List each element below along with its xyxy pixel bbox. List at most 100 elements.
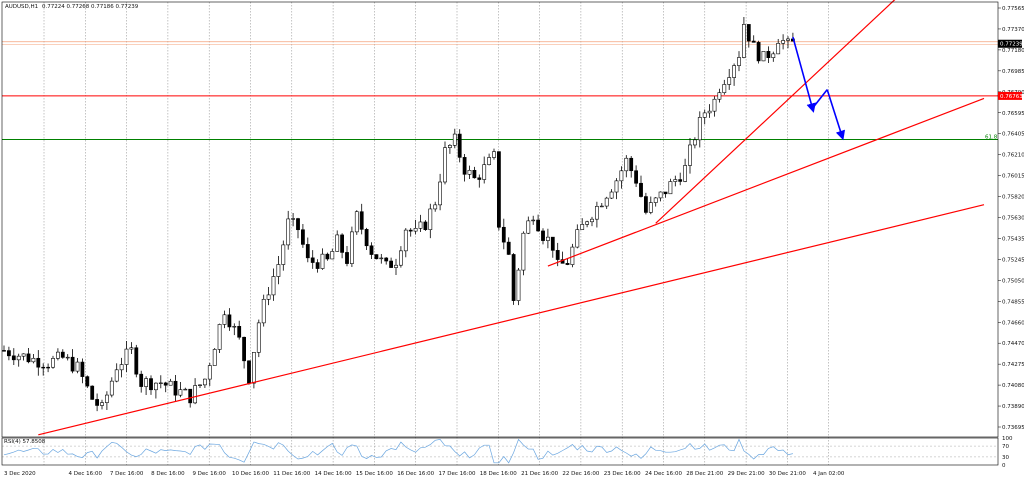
forecast-arrows[interactable]: [792, 36, 846, 141]
candle-up: [232, 326, 237, 328]
candle-down: [384, 257, 389, 262]
candle-up: [379, 257, 384, 260]
rsi-title: RSI(4) 57.8508: [4, 439, 46, 445]
candle-up: [580, 224, 585, 230]
y-tick-label: 0.77370: [1002, 27, 1024, 33]
candle-down: [555, 250, 560, 260]
candle-up: [712, 98, 717, 112]
price-tags: 0.77239 0.76763: [998, 39, 1023, 100]
y-tick-label: 0.75820: [1002, 195, 1024, 201]
candle-up: [105, 394, 109, 403]
candle-up: [222, 314, 227, 325]
candle-up: [732, 65, 737, 78]
candle-up: [203, 378, 207, 386]
rsi-panel: 100 70 30 0: [2, 436, 1013, 469]
x-tick-label: 16 Dec 16:00: [397, 471, 434, 477]
y-tick-label: 0.74275: [1002, 362, 1024, 368]
candle-up: [594, 206, 599, 220]
candle-up: [413, 228, 418, 232]
candle-down: [746, 24, 751, 42]
candle-up: [158, 382, 163, 384]
x-tick-label: 29 Dec 21:00: [728, 471, 765, 477]
candle-down: [359, 211, 364, 230]
candle-up: [31, 357, 36, 363]
candle-down: [369, 245, 374, 255]
candle-up: [722, 84, 727, 93]
candle-up: [653, 197, 658, 203]
y-tick-label: 0.77565: [1002, 6, 1024, 12]
candle-down: [163, 382, 168, 386]
candle-down: [41, 366, 46, 369]
candle-up: [648, 202, 653, 213]
candle-up: [168, 380, 173, 386]
candle-up: [114, 369, 119, 382]
x-tick-label: 28 Dec 21:00: [686, 471, 723, 477]
rsi-level-label: 70: [1002, 444, 1009, 450]
candle-up: [271, 276, 276, 296]
candle-down: [462, 157, 467, 175]
candle-down: [506, 241, 511, 255]
x-tick-label: 21 Dec 16:00: [521, 471, 558, 477]
candle-down: [678, 179, 683, 182]
candle-down: [345, 252, 349, 264]
candle-up: [433, 204, 438, 210]
candle-up: [658, 191, 663, 199]
candle-down: [565, 263, 570, 265]
candle-up: [154, 382, 158, 391]
rsi-level-label: 0: [1002, 463, 1006, 469]
candle-up: [256, 322, 261, 353]
candle-up: [354, 211, 359, 233]
candle-down: [7, 350, 11, 357]
candlestick-series: [2, 17, 795, 412]
candle-down: [70, 356, 75, 372]
rsi-level-label: 30: [1002, 455, 1009, 461]
candle-up: [178, 389, 183, 396]
candle-down: [634, 170, 639, 184]
candle-up: [614, 180, 619, 193]
forecast-arrow: [811, 89, 828, 109]
candle-up: [531, 219, 536, 222]
candle-down: [310, 257, 315, 263]
candle-up: [261, 298, 266, 324]
candle-up: [109, 380, 114, 396]
x-tick-label: 24 Dec 16:00: [645, 471, 682, 477]
candle-up: [545, 236, 550, 241]
candle-down: [751, 40, 756, 43]
candle-down: [340, 234, 345, 253]
x-tick-label: 4 Jan 02:00: [813, 471, 845, 477]
candle-up: [198, 384, 202, 386]
candle-up: [16, 355, 21, 361]
candle-down: [26, 353, 31, 363]
candle-up: [119, 364, 124, 371]
candle-down: [364, 229, 369, 247]
x-tick-label: 30 Dec 21:00: [769, 471, 806, 477]
x-tick-label: 3 Dec 2020: [4, 471, 36, 477]
x-tick-label: 23 Dec 16:00: [604, 471, 641, 477]
candle-up: [217, 324, 222, 350]
candle-up: [75, 361, 80, 372]
candle-up: [707, 110, 712, 114]
candle-up: [609, 191, 614, 199]
trendline: [547, 97, 985, 267]
rsi-level-label: 100: [1002, 436, 1013, 442]
forecast-arrow: [792, 36, 816, 113]
y-tick-label: 0.74470: [1002, 341, 1024, 347]
candle-down: [237, 326, 242, 338]
candle-up: [737, 57, 741, 66]
candle-up: [599, 205, 604, 208]
candle-down: [300, 229, 305, 245]
candle-up: [702, 112, 707, 118]
candle-up: [697, 117, 702, 141]
trendlines[interactable]: [38, 0, 985, 436]
candle-up: [286, 218, 291, 246]
candle-up: [207, 365, 212, 380]
candle-up: [482, 164, 487, 180]
candle-up: [55, 351, 60, 359]
x-tick-label: 14 Dec 16:00: [315, 471, 352, 477]
candle-up: [403, 229, 408, 252]
candle-down: [457, 133, 462, 158]
x-tick-label: 11 Dec 16:00: [273, 471, 310, 477]
